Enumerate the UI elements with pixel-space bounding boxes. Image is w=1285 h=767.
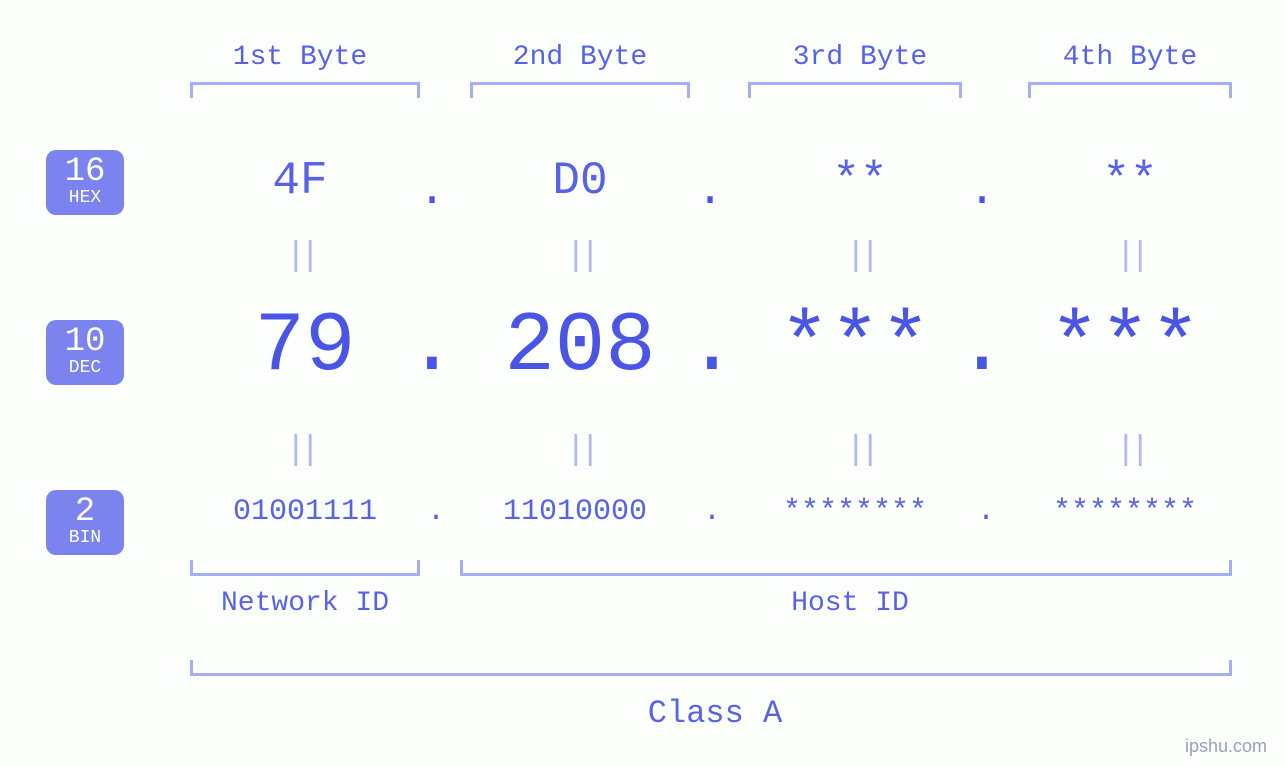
dec-byte-3: ***	[740, 300, 970, 395]
eq-dec-bin-2: ||	[562, 432, 598, 470]
badge-hex: 16 HEX	[46, 150, 124, 215]
hex-dot-2: .	[696, 165, 724, 217]
bin-byte-4: ********	[1010, 495, 1240, 529]
badge-bin: 2 BIN	[46, 490, 124, 555]
byte-header-2: 2nd Byte	[510, 42, 650, 73]
byte-header-4: 4th Byte	[1060, 42, 1200, 73]
bin-dot-3: .	[974, 495, 998, 529]
bin-dot-1: .	[424, 495, 448, 529]
ip-diagram: 1st Byte 2nd Byte 3rd Byte 4th Byte 16 H…	[0, 0, 1285, 767]
class-label: Class A	[640, 695, 790, 732]
dec-byte-1: 79	[190, 300, 420, 395]
hex-dot-3: .	[968, 165, 996, 217]
top-bracket-2	[470, 82, 690, 98]
bin-byte-3: ********	[740, 495, 970, 529]
dec-dot-2: .	[684, 300, 740, 395]
watermark: ipshu.com	[1185, 736, 1267, 757]
network-id-label: Network ID	[210, 588, 400, 619]
hex-byte-2: D0	[510, 155, 650, 207]
dec-byte-2: 208	[460, 300, 700, 395]
byte-header-1: 1st Byte	[230, 42, 370, 73]
bin-byte-2: 11010000	[460, 495, 690, 529]
badge-dec-lbl: DEC	[69, 359, 101, 377]
byte-header-3: 3rd Byte	[790, 42, 930, 73]
top-bracket-4	[1028, 82, 1232, 98]
hex-byte-1: 4F	[230, 155, 370, 207]
badge-hex-lbl: HEX	[69, 189, 101, 207]
eq-hex-dec-2: ||	[562, 238, 598, 276]
badge-dec: 10 DEC	[46, 320, 124, 385]
host-bracket	[460, 560, 1232, 576]
eq-dec-bin-3: ||	[842, 432, 878, 470]
class-bracket	[190, 660, 1232, 676]
top-bracket-1	[190, 82, 420, 98]
network-bracket	[190, 560, 420, 576]
bin-byte-1: 01001111	[190, 495, 420, 529]
top-bracket-3	[748, 82, 962, 98]
eq-dec-bin-1: ||	[282, 432, 318, 470]
eq-hex-dec-4: ||	[1112, 238, 1148, 276]
eq-dec-bin-4: ||	[1112, 432, 1148, 470]
badge-hex-num: 16	[65, 154, 106, 191]
dec-dot-3: .	[954, 300, 1010, 395]
badge-dec-num: 10	[65, 324, 106, 361]
hex-dot-1: .	[418, 165, 446, 217]
hex-byte-4: **	[1060, 155, 1200, 207]
eq-hex-dec-1: ||	[282, 238, 318, 276]
eq-hex-dec-3: ||	[842, 238, 878, 276]
badge-bin-lbl: BIN	[69, 529, 101, 547]
badge-bin-num: 2	[75, 494, 95, 531]
host-id-label: Host ID	[780, 588, 920, 619]
dec-byte-4: ***	[1010, 300, 1240, 395]
dec-dot-1: .	[404, 300, 460, 395]
hex-byte-3: **	[790, 155, 930, 207]
bin-dot-2: .	[700, 495, 724, 529]
